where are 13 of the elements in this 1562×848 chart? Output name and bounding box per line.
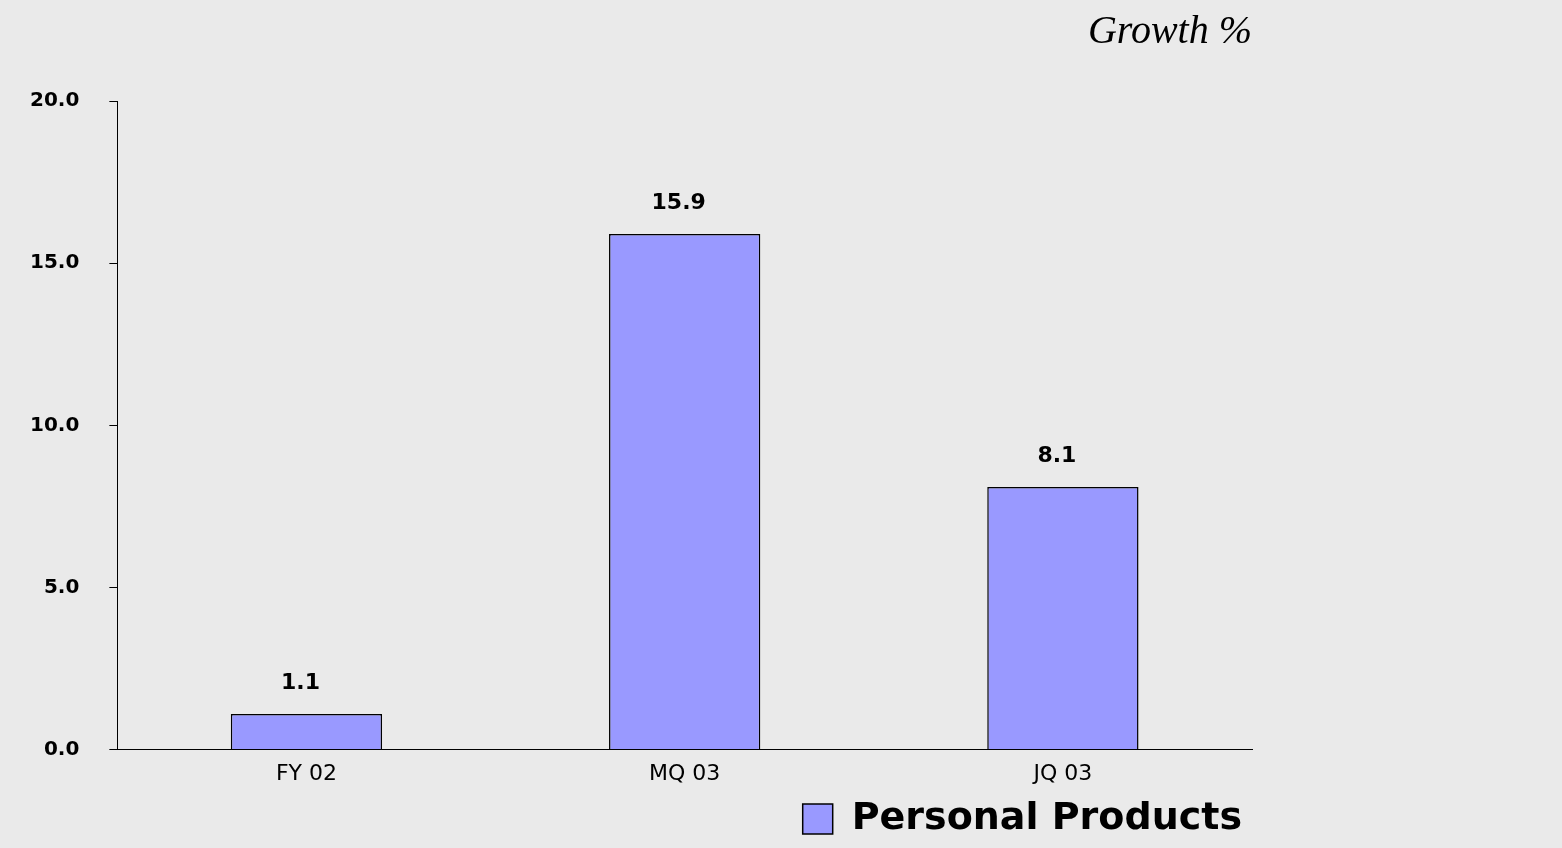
- data-label: 1.1: [280, 668, 320, 694]
- data-label: 8.1: [1037, 441, 1077, 467]
- y-tick-label: 0.0: [43, 735, 80, 760]
- chart-title: Growth %: [1087, 6, 1252, 52]
- y-tick-label: 20.0: [29, 87, 80, 112]
- legend-label: Personal Products: [851, 793, 1243, 838]
- y-tick-label: 10.0: [29, 411, 80, 436]
- y-tick-label: 15.0: [29, 249, 80, 274]
- x-tick-label: FY 02: [275, 759, 337, 785]
- data-label: 15.9: [651, 188, 706, 214]
- x-tick-label: JQ 03: [1031, 759, 1093, 785]
- x-tick-label: MQ 03: [649, 759, 721, 785]
- y-tick-label: 5.0: [43, 573, 80, 598]
